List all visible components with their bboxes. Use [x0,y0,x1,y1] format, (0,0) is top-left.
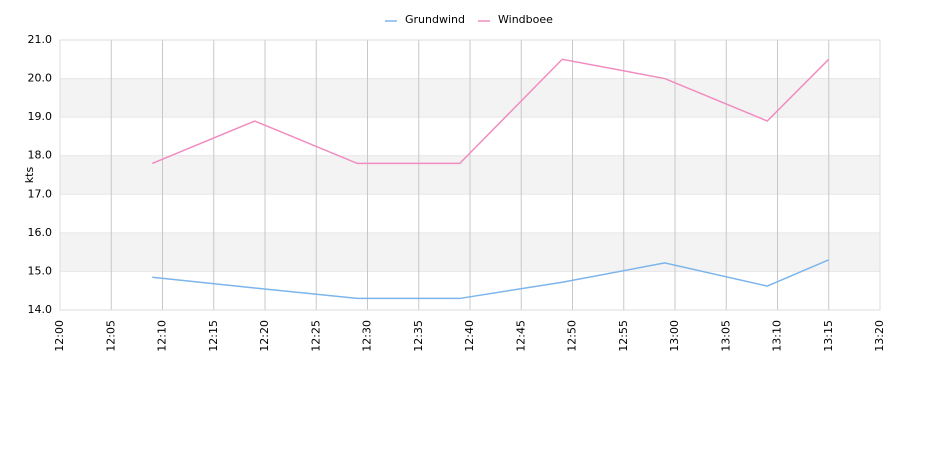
x-tick-label: 13:20 [873,320,886,352]
y-tick-label: 18.0 [28,149,53,162]
x-tick-label: 12:15 [207,320,220,352]
plot-border [59,39,881,311]
y-tick-label: 14.0 [28,303,53,316]
series-line [152,259,830,300]
x-tick-label: 12:05 [104,320,117,352]
x-tick-label: 13:05 [719,320,732,352]
x-tick-label: 13:15 [822,320,835,352]
legend-label: Windboee [498,13,553,26]
legend-label: Grundwind [405,13,465,26]
y-tick-label: 16.0 [28,226,53,239]
x-tick-label: 13:10 [771,320,784,352]
x-tick-label: 12:10 [156,320,169,352]
x-tick-label: 12:25 [309,320,322,352]
x-tick-label: 12:20 [258,320,271,352]
series-line [151,58,830,165]
x-tick-label: 12:00 [53,320,66,352]
y-tick-label: 19.0 [28,110,53,123]
y-tick-label: 17.0 [28,187,53,200]
y-tick-label: 20.0 [28,72,53,85]
x-tick-label: 12:35 [412,320,425,352]
x-tick-label: 12:55 [617,320,630,352]
x-tick-label: 13:00 [668,320,681,352]
x-tick-label: 12:40 [463,320,476,352]
x-tick-label: 12:30 [361,320,374,352]
x-tick-label: 12:45 [514,320,527,352]
y-axis-label: kts [23,167,36,184]
y-tick-label: 15.0 [28,264,53,277]
y-tick-label: 21.0 [28,33,53,46]
x-tick-label: 12:50 [566,320,579,352]
